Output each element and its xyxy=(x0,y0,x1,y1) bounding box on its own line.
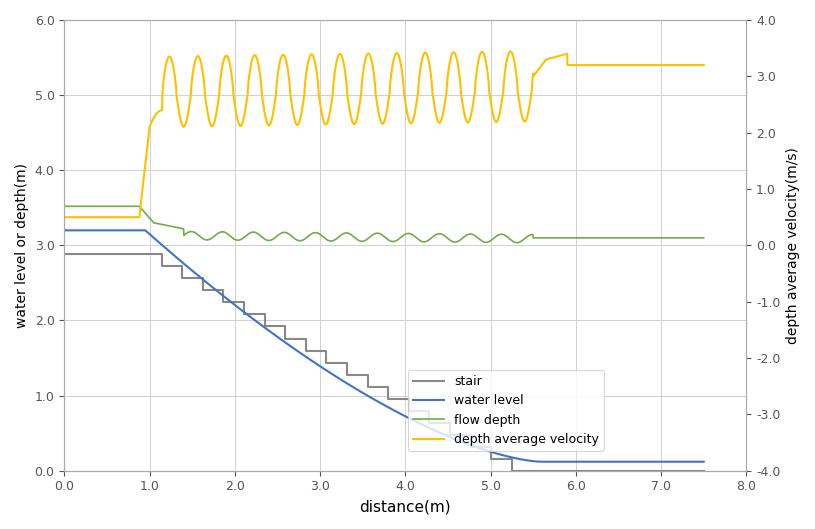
stair xyxy=(363,371,372,378)
water level xyxy=(59,227,69,233)
stair xyxy=(260,323,270,330)
stair xyxy=(404,396,414,402)
water level xyxy=(698,459,708,465)
water level xyxy=(570,459,580,465)
depth average velocity xyxy=(333,56,342,62)
stair xyxy=(280,335,290,342)
stair xyxy=(218,299,228,306)
flow depth xyxy=(92,203,102,209)
stair xyxy=(487,455,496,462)
depth average velocity xyxy=(505,48,515,54)
stair xyxy=(322,348,332,354)
depth average velocity xyxy=(686,62,696,68)
depth average velocity xyxy=(698,62,708,68)
stair xyxy=(507,455,517,462)
Line: flow depth: flow depth xyxy=(64,206,703,243)
flow depth xyxy=(563,235,573,241)
flow depth xyxy=(370,231,380,237)
depth average velocity xyxy=(132,214,142,221)
water level xyxy=(341,379,350,386)
stair xyxy=(445,419,455,426)
stair xyxy=(239,299,249,306)
Legend: stair, water level, flow depth, depth average velocity: stair, water level, flow depth, depth av… xyxy=(408,370,604,451)
water level xyxy=(558,459,568,465)
stair xyxy=(218,287,228,294)
stair xyxy=(301,335,311,342)
Line: stair: stair xyxy=(64,254,703,471)
flow depth xyxy=(512,240,522,246)
stair xyxy=(322,359,332,366)
stair xyxy=(198,287,208,294)
Line: water level: water level xyxy=(64,230,703,462)
stair xyxy=(59,251,69,258)
depth average velocity xyxy=(305,54,315,60)
Y-axis label: water level or depth(m): water level or depth(m) xyxy=(15,163,29,328)
stair xyxy=(383,384,393,390)
stair xyxy=(260,311,270,317)
stair xyxy=(156,251,166,258)
stair xyxy=(239,311,249,317)
stair xyxy=(178,275,187,281)
stair xyxy=(342,371,352,378)
stair xyxy=(178,263,187,270)
water level xyxy=(499,452,509,459)
depth average velocity xyxy=(618,62,628,68)
stair xyxy=(342,359,352,366)
stair xyxy=(445,432,455,438)
water level xyxy=(318,365,328,371)
stair xyxy=(425,407,434,414)
Line: depth average velocity: depth average velocity xyxy=(64,51,703,217)
stair xyxy=(156,263,166,270)
flow depth xyxy=(698,235,708,241)
water level xyxy=(537,459,547,465)
Y-axis label: depth average velocity(m/s): depth average velocity(m/s) xyxy=(786,147,800,344)
stair xyxy=(198,275,208,281)
flow depth xyxy=(354,237,363,243)
flow depth xyxy=(59,203,69,209)
stair xyxy=(363,384,372,390)
stair xyxy=(507,468,517,474)
flow depth xyxy=(681,235,690,241)
stair xyxy=(383,396,393,402)
water level xyxy=(125,227,134,233)
X-axis label: distance(m): distance(m) xyxy=(359,499,452,514)
stair xyxy=(487,443,496,450)
stair xyxy=(136,251,146,258)
stair xyxy=(466,443,476,450)
depth average velocity xyxy=(59,214,69,221)
stair xyxy=(301,348,311,354)
stair xyxy=(698,468,708,474)
stair xyxy=(280,323,290,330)
stair xyxy=(466,432,476,438)
stair xyxy=(404,407,414,414)
flow depth xyxy=(681,235,690,241)
depth average velocity xyxy=(170,76,180,82)
stair xyxy=(425,419,434,426)
